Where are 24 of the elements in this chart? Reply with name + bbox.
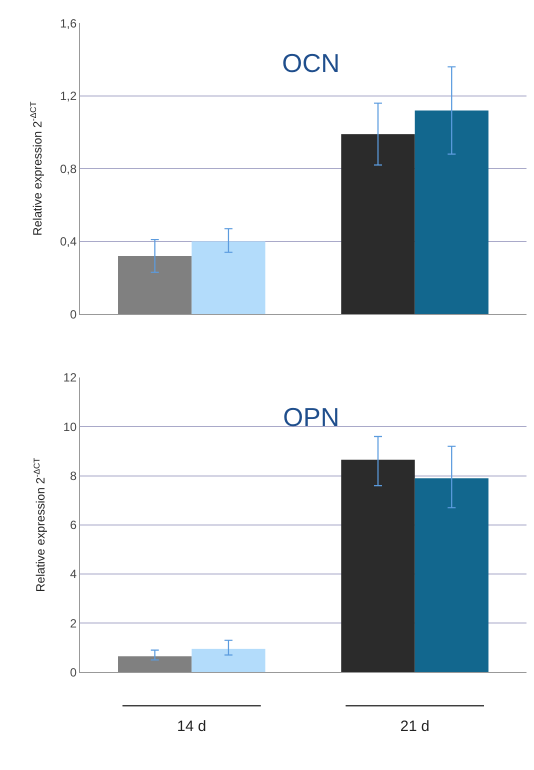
bar (341, 134, 415, 314)
bar (414, 478, 488, 672)
y-tick-label: 1,6 (60, 16, 77, 30)
bar (192, 648, 266, 672)
y-tick-label: 4 (70, 567, 77, 582)
bar (414, 110, 488, 314)
y-tick-label: 0 (70, 665, 77, 680)
y-tick-label: 0,8 (60, 162, 77, 176)
y-tick-label: 10 (63, 420, 77, 434)
y-tick-label: 0,4 (60, 234, 77, 249)
y-tick-label: 1,2 (60, 89, 77, 104)
bar (118, 656, 192, 672)
y-tick-label: 2 (70, 616, 77, 630)
bar (341, 460, 415, 672)
x-tick-label: 21 d (400, 718, 430, 736)
y-tick-label: 12 (63, 370, 77, 385)
bar (118, 256, 192, 314)
text: OPN (283, 402, 340, 432)
y-tick-label: 6 (70, 518, 77, 532)
bar (192, 241, 266, 314)
x-tick-label: 14 d (177, 718, 206, 736)
y-tick-label: 0 (70, 307, 77, 322)
text: OCN (282, 48, 340, 78)
y-tick-label: 8 (70, 468, 77, 483)
